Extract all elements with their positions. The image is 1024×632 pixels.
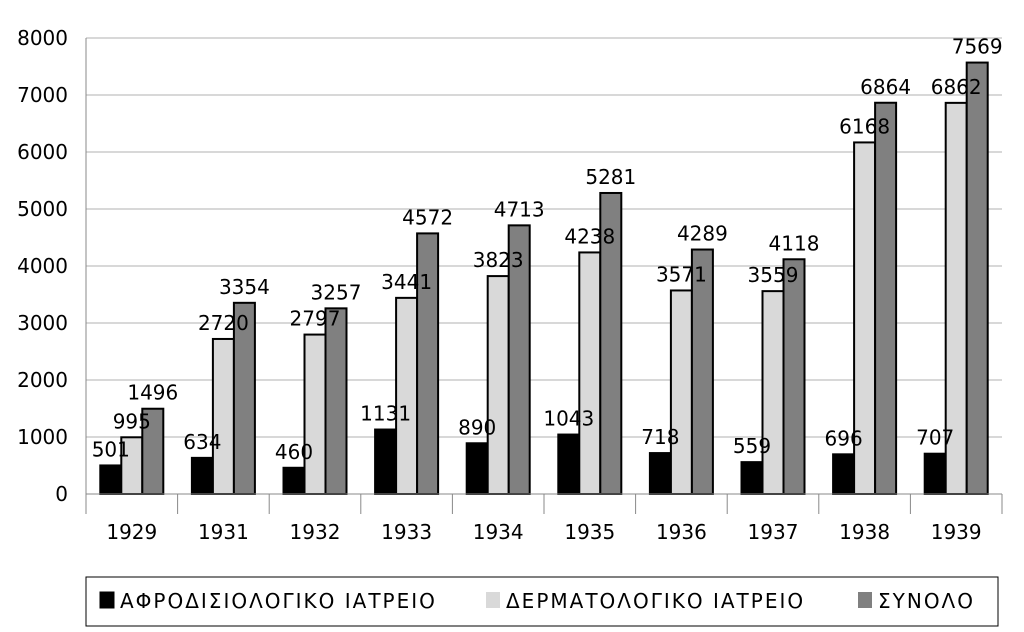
bar <box>557 433 581 496</box>
legend-box <box>85 576 999 627</box>
bar <box>190 456 214 495</box>
data-labels: 501 995 1496 634 2720 3354 460 2797 3257 1131 3441… <box>92 35 1003 464</box>
bar <box>965 61 989 496</box>
data-label: 707 <box>916 426 954 450</box>
bar <box>465 442 489 495</box>
x-tick-label: 1929 <box>106 520 157 544</box>
data-label: 6864 <box>860 75 911 99</box>
y-tick-label: 2000 <box>17 368 68 392</box>
data-label: 4572 <box>402 205 453 229</box>
data-label: 4289 <box>677 222 728 246</box>
y-tick-label: 5000 <box>17 197 68 221</box>
bar <box>324 307 348 496</box>
data-label: 501 <box>92 437 130 461</box>
legend-label: ΑΦΡΟΔΙΣΙΟΛΟΓΙΚΟ ΙΑΤΡΕΙΟ <box>120 589 437 613</box>
bar <box>374 428 398 495</box>
data-label: 6862 <box>931 75 982 99</box>
legend-swatch <box>858 592 872 608</box>
bar <box>395 296 419 495</box>
bar <box>211 337 235 495</box>
bar <box>648 452 672 496</box>
bar <box>282 466 306 495</box>
legend-label: ΔΕΡΜΑΤΟΛΟΓΙΚΟ ΙΑΤΡΕΙΟ <box>506 589 805 613</box>
data-label: 460 <box>275 440 313 464</box>
data-label: 718 <box>641 425 679 449</box>
data-label: 4713 <box>494 197 545 221</box>
x-tick-label: 1931 <box>198 520 249 544</box>
bars <box>99 61 989 496</box>
x-tick-label: 1933 <box>381 520 432 544</box>
y-tick-label: 6000 <box>17 140 68 164</box>
data-label: 6168 <box>839 114 890 138</box>
y-tick-label: 8000 <box>17 26 68 50</box>
data-label: 3354 <box>219 275 270 299</box>
data-label: 7569 <box>952 35 1003 59</box>
bar <box>761 290 785 495</box>
bar <box>303 333 327 496</box>
legend-swatch <box>99 591 115 609</box>
y-tick-label: 3000 <box>17 311 68 335</box>
bar <box>578 251 602 495</box>
x-tick-label: 1932 <box>290 520 341 544</box>
x-tick-label: 1937 <box>748 520 799 544</box>
data-label: 559 <box>733 434 771 458</box>
data-label: 696 <box>825 426 863 450</box>
data-label: 4238 <box>564 224 615 248</box>
data-label: 2797 <box>290 307 341 331</box>
data-label: 4118 <box>769 231 820 255</box>
data-label: 634 <box>183 430 221 454</box>
data-label: 3559 <box>748 263 799 287</box>
x-tick-label: 1938 <box>839 520 890 544</box>
legend-swatch <box>486 592 500 608</box>
bar <box>782 258 806 495</box>
bar <box>99 464 123 495</box>
data-label: 3823 <box>473 248 524 272</box>
bar <box>832 453 856 496</box>
data-label: 5281 <box>585 165 636 189</box>
y-tick-label: 1000 <box>17 425 68 449</box>
bar <box>740 461 764 495</box>
bar <box>486 275 510 495</box>
y-tick-label: 4000 <box>17 254 68 278</box>
data-label: 890 <box>458 415 496 439</box>
bar <box>874 101 898 495</box>
data-label: 2720 <box>198 311 249 335</box>
x-tick-label: 1939 <box>931 520 982 544</box>
y-tick-label: 0 <box>55 482 68 506</box>
legend: ΑΦΡΟΔΙΣΙΟΛΟΓΙΚΟ ΙΑΤΡΕΙΟ ΔΕΡΜΑΤΟΛΟΓΙΚΟ ΙΑΤ… <box>85 576 999 627</box>
legend-label: ΣΥΝΟΛΟ <box>878 589 975 613</box>
y-tick-label: 7000 <box>17 83 68 107</box>
bar <box>669 289 693 495</box>
data-label: 3571 <box>656 262 707 286</box>
data-label: 1496 <box>127 381 178 405</box>
data-label: 995 <box>113 409 151 433</box>
data-label: 3441 <box>381 270 432 294</box>
bar <box>923 452 947 495</box>
axes: 0 1000 2000 3000 4000 5000 6000 7000 8000 1929 193… <box>17 26 1003 544</box>
x-tick-label: 1934 <box>473 520 524 544</box>
data-label: 1043 <box>543 407 594 431</box>
x-tick-label: 1936 <box>656 520 707 544</box>
data-label: 1131 <box>360 402 411 426</box>
x-tick-label: 1935 <box>564 520 615 544</box>
data-label: 3257 <box>311 280 362 304</box>
